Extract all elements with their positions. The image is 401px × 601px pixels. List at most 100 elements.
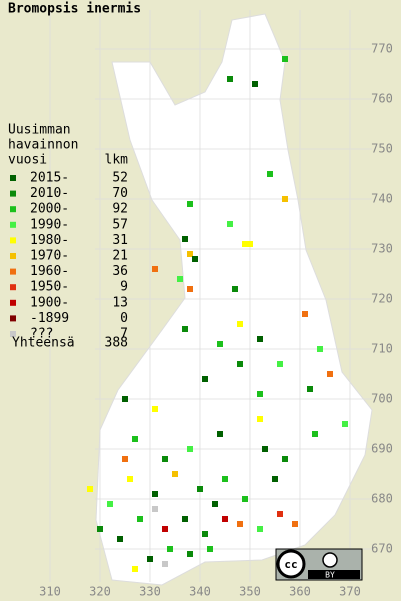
record-square (272, 476, 278, 482)
record-square (187, 551, 193, 557)
record-square (162, 456, 168, 462)
legend-swatch (10, 315, 16, 322)
cc-icon (276, 549, 306, 579)
by-text: BY (325, 571, 335, 580)
record-square (212, 501, 218, 507)
legend-count: 36 (112, 264, 128, 279)
records (87, 56, 348, 572)
x-tick-label: 350 (239, 585, 261, 599)
license-badge: cc BY (275, 548, 363, 581)
record-square (122, 396, 128, 402)
record-square (257, 526, 263, 532)
record-square (187, 446, 193, 452)
legend-heading: Uusimman (8, 123, 71, 138)
record-square (237, 321, 243, 327)
record-square (177, 276, 183, 282)
legend-total-label: Yhteensä (12, 336, 75, 351)
legend-count-heading: lkm (105, 153, 129, 168)
record-square (202, 531, 208, 537)
legend-count: 57 (112, 217, 128, 232)
record-square (267, 171, 273, 177)
record-square (187, 251, 193, 257)
record-square (137, 516, 143, 522)
record-square (152, 506, 158, 512)
record-square (312, 431, 318, 437)
x-tick-label: 370 (339, 585, 361, 599)
record-square (327, 371, 333, 377)
record-square (117, 536, 123, 542)
x-tick-label: 340 (189, 585, 211, 599)
legend-label: 2000- (30, 202, 69, 217)
legend-count: 7 (120, 327, 128, 342)
badge-strip (308, 570, 360, 579)
record-square (282, 56, 288, 62)
record-square (132, 566, 138, 572)
record-square (282, 196, 288, 202)
record-square (237, 361, 243, 367)
legend-swatch (10, 299, 16, 306)
record-square (227, 76, 233, 82)
y-tick-label: 770 (371, 42, 393, 56)
record-square (247, 241, 253, 247)
record-square (182, 326, 188, 332)
record-square (122, 456, 128, 462)
record-square (222, 516, 228, 522)
legend-count: 70 (112, 186, 128, 201)
legend-count: 52 (112, 171, 128, 186)
legend-label: 1970- (30, 249, 69, 264)
record-square (217, 431, 223, 437)
legend-count: 13 (112, 295, 128, 310)
y-tick-label: 710 (371, 342, 393, 356)
y-tick-label: 690 (371, 442, 393, 456)
legend-label: 1980- (30, 233, 69, 248)
record-square (302, 311, 308, 317)
legend-swatch (10, 284, 16, 291)
record-square (342, 421, 348, 427)
record-square (257, 416, 263, 422)
record-square (187, 201, 193, 207)
record-square (282, 456, 288, 462)
record-square (217, 341, 223, 347)
record-square (292, 521, 298, 527)
record-square (257, 391, 263, 397)
y-tick-label: 760 (371, 92, 393, 106)
legend-count: 31 (112, 233, 128, 248)
record-square (97, 526, 103, 532)
record-square (172, 471, 178, 477)
record-square (317, 346, 323, 352)
legend-swatch (10, 206, 16, 213)
record-square (197, 486, 203, 492)
legend-count: 92 (112, 202, 128, 217)
y-tick-label: 670 (371, 542, 393, 556)
y-tick-label: 680 (371, 492, 393, 506)
legend-label: ??? (30, 327, 53, 342)
title: Bromopsis inermis (8, 2, 141, 17)
record-square (222, 476, 228, 482)
record-square (257, 336, 263, 342)
legend-total: 388 (105, 336, 128, 351)
record-square (187, 286, 193, 292)
x-tick-label: 310 (39, 585, 61, 599)
legend-label: 2015- (30, 171, 69, 186)
legend-swatch (10, 237, 16, 244)
record-square (207, 546, 213, 552)
legend-swatch (10, 175, 16, 181)
legend-label: 1960- (30, 264, 69, 279)
legend-label: 2010- (30, 186, 69, 201)
record-square (307, 386, 313, 392)
legend-heading: havainnon (8, 138, 78, 153)
legend-swatch (10, 331, 16, 337)
legend-count: 9 (120, 280, 128, 295)
legend-label: 1950- (30, 280, 69, 295)
x-tick-label: 320 (89, 585, 111, 599)
record-square (252, 81, 258, 87)
y-tick-label: 720 (371, 292, 393, 306)
record-square (262, 446, 268, 452)
grid: 310 320 330 340 350 360 3706706806907007107207… (39, 10, 393, 599)
record-square (127, 476, 133, 482)
record-square (152, 406, 158, 412)
record-square (87, 486, 93, 492)
legend-heading: vuosi (8, 153, 47, 168)
finland-outline (95, 13, 373, 586)
record-square (227, 221, 233, 227)
